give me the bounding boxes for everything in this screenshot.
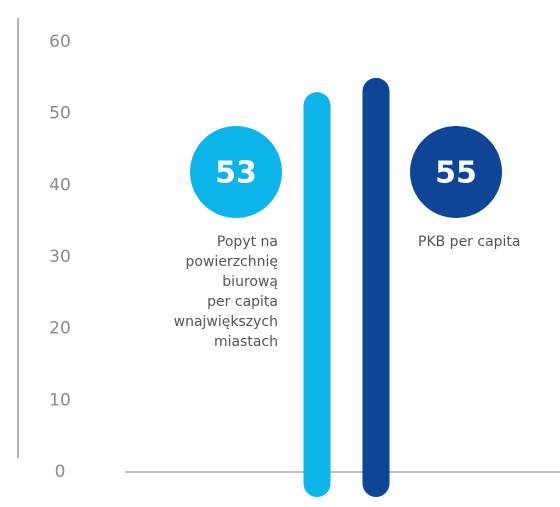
- bar: [362, 77, 390, 497]
- y-tick-label: 20: [49, 319, 71, 339]
- value-label: 55: [435, 156, 477, 191]
- y-tick-label: 40: [49, 175, 71, 195]
- y-tick-label: 60: [49, 32, 71, 52]
- value-badge: [190, 126, 282, 218]
- value-label: 53: [215, 156, 257, 191]
- bar: [303, 92, 331, 498]
- y-tick-label: 30: [49, 247, 71, 267]
- y-tick-label: 10: [49, 390, 71, 410]
- value-badge: [410, 126, 502, 218]
- category-label: Popyt na powierzchnię biurową per capita wna…: [174, 234, 278, 350]
- y-tick-label: 0: [55, 462, 66, 482]
- y-tick-label: 50: [49, 104, 71, 124]
- category-label: PKB per capita: [418, 234, 521, 250]
